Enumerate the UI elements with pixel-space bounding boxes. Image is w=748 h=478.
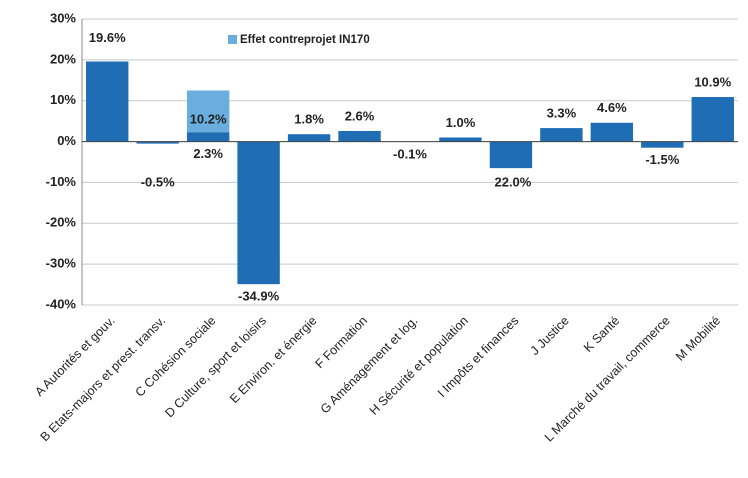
data-label: -34.9% [238, 289, 280, 304]
data-label: 3.3% [547, 106, 577, 121]
bar [338, 130, 381, 142]
y-tick-label: -30% [46, 256, 77, 271]
data-label: 1.8% [294, 112, 324, 127]
bar [287, 134, 331, 142]
data-label: 2.6% [345, 108, 375, 123]
x-tick-label: E Environ. et énergie [227, 314, 319, 406]
data-label: 10.9% [694, 74, 731, 89]
bar [439, 137, 482, 142]
bar [186, 132, 230, 142]
x-tick-label: M Mobilité [673, 314, 723, 364]
data-label: 2.3% [193, 146, 223, 161]
annotation: 22.0% [494, 174, 531, 189]
x-tick-label: H Sécurité et population [367, 314, 471, 418]
bar [489, 141, 533, 169]
bar [86, 61, 129, 142]
bar [237, 141, 280, 285]
y-tick-label: -10% [46, 174, 77, 189]
data-label: 4.6% [597, 100, 627, 115]
data-label: -0.5% [141, 174, 175, 189]
y-tick-label: 20% [50, 51, 76, 66]
bar [691, 97, 734, 142]
y-tick-label: -20% [46, 215, 77, 230]
legend-label: Effet contreprojet IN170 [240, 34, 370, 46]
bar [641, 141, 684, 148]
bar [540, 128, 583, 142]
data-label: 10.2% [190, 112, 227, 127]
y-tick-label: 10% [50, 92, 76, 107]
bar [136, 141, 179, 144]
bar [590, 122, 634, 142]
x-tick-label: J Justice [528, 314, 572, 358]
y-tick-label: -40% [46, 296, 77, 311]
data-label: -0.1% [393, 146, 427, 161]
bar [186, 90, 230, 133]
y-tick-label: 0% [57, 133, 76, 148]
legend-swatch [228, 35, 237, 44]
y-tick-label: 30% [50, 10, 76, 25]
x-tick-label: D Culture, sport et loisirs [162, 314, 269, 421]
data-label: -1.5% [645, 152, 679, 167]
x-tick-label: G Aménagement et log. [318, 314, 421, 417]
data-label: 1.0% [446, 115, 476, 130]
x-tick-label: K Santé [581, 314, 622, 355]
data-label: 19.6% [89, 30, 126, 45]
